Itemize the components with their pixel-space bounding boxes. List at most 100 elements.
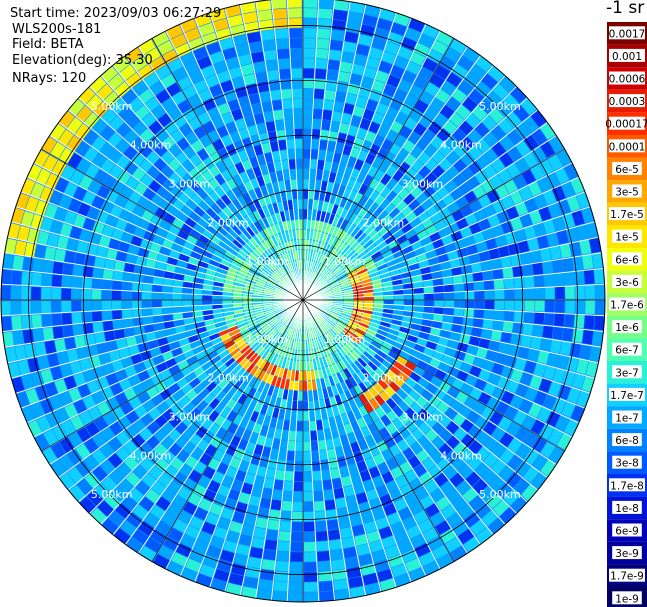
range-bin — [258, 318, 268, 326]
range-bin — [212, 304, 223, 310]
range-bin — [261, 446, 272, 458]
range-bin — [227, 165, 239, 178]
range-bin — [379, 493, 394, 507]
range-bin — [231, 76, 245, 89]
range-bin — [51, 301, 62, 314]
range-bin — [444, 179, 458, 193]
range-bin — [364, 130, 377, 143]
range-bin — [460, 361, 473, 374]
range-bin — [334, 324, 344, 332]
range-bin — [273, 479, 284, 491]
ray-separator — [302, 299, 351, 599]
range-bin — [97, 500, 114, 517]
range-bin — [91, 289, 102, 300]
range-bin — [115, 139, 130, 154]
range-bin — [357, 232, 367, 243]
range-bin — [510, 217, 523, 231]
range-bin — [66, 135, 82, 152]
range-bin — [253, 306, 264, 311]
range-bin — [327, 276, 337, 284]
range-bin — [273, 344, 280, 354]
range-bin — [454, 291, 465, 300]
range-bin — [237, 322, 248, 329]
range-bin — [358, 183, 368, 195]
range-bin — [50, 460, 67, 478]
ray-separator — [1, 283, 304, 301]
range-bin — [489, 411, 504, 426]
range-bin — [449, 331, 461, 342]
range-bin — [510, 495, 528, 513]
range-bin — [257, 9, 273, 22]
range-bin — [344, 31, 359, 44]
range-bin — [273, 333, 281, 343]
range-bin — [362, 572, 379, 586]
range-bin — [390, 488, 404, 502]
range-bin — [237, 54, 252, 67]
range-bin — [434, 292, 444, 300]
range-bin — [371, 340, 382, 350]
range-bin — [352, 287, 363, 292]
range-bin — [350, 472, 363, 485]
range-bin — [253, 379, 262, 390]
range-bin — [209, 503, 224, 517]
colorbar-label-box — [609, 116, 645, 130]
range-bin — [209, 398, 221, 410]
range-bin — [438, 157, 453, 172]
range-bin — [325, 355, 332, 366]
range-bin — [290, 551, 303, 562]
range-bin — [374, 181, 386, 194]
range-bin — [405, 60, 421, 75]
range-bin — [115, 503, 132, 520]
range-bin — [472, 478, 489, 494]
range-bin — [91, 136, 107, 152]
range-bin — [552, 259, 564, 273]
range-bin — [255, 312, 265, 319]
range-bin — [542, 189, 557, 205]
range-bin — [33, 150, 50, 168]
range-bin — [397, 371, 409, 382]
range-bin — [277, 58, 290, 70]
range-bin — [389, 65, 405, 79]
range-bin — [244, 514, 257, 527]
range-bin — [295, 451, 303, 462]
range-bin — [168, 364, 181, 376]
range-bin — [319, 449, 329, 461]
range-bin — [32, 258, 44, 273]
range-bin — [209, 333, 220, 341]
range-bin — [117, 106, 134, 122]
range-bin — [216, 70, 231, 84]
range-bin — [406, 256, 418, 266]
range-bin — [182, 287, 193, 295]
range-bin — [259, 185, 269, 197]
range-bin — [262, 206, 270, 217]
range-bin — [503, 310, 515, 322]
range-bin — [438, 226, 450, 238]
range-bin — [364, 520, 378, 534]
range-bin — [176, 99, 192, 114]
range-bin — [428, 192, 442, 205]
range-bin — [404, 180, 417, 193]
range-bin — [341, 310, 352, 316]
range-bin — [314, 316, 321, 326]
range-bin — [342, 329, 352, 338]
ray-separator — [270, 299, 304, 601]
range-bin — [548, 135, 564, 153]
range-bin — [496, 209, 510, 224]
range-bin — [165, 264, 176, 273]
range-bin — [69, 485, 86, 503]
range-bin — [393, 376, 405, 388]
range-bin — [267, 385, 275, 396]
range-bin — [120, 520, 137, 537]
range-bin — [321, 222, 328, 233]
range-bin — [171, 347, 183, 358]
range-bin — [309, 250, 314, 260]
range-bin — [431, 164, 445, 178]
range-bin — [371, 156, 383, 169]
range-bin — [330, 162, 339, 173]
range-bin — [123, 200, 137, 213]
range-bin — [371, 357, 382, 368]
range-bin — [287, 273, 294, 283]
range-bin — [431, 270, 443, 279]
range-bin — [483, 309, 495, 320]
range-bin — [359, 393, 369, 405]
